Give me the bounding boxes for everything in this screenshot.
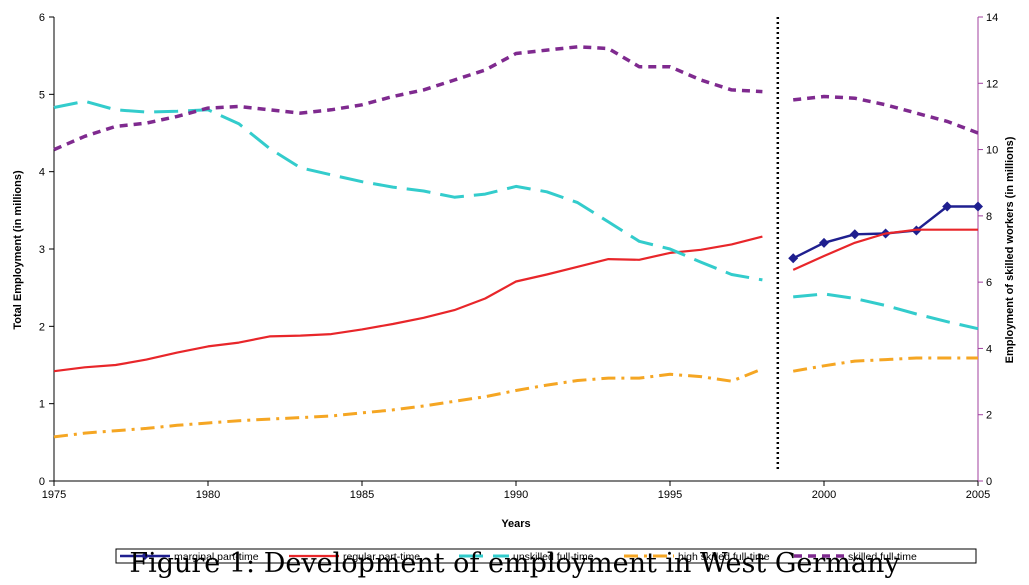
x-tick-label: 2000 xyxy=(812,489,836,501)
legend-label: marginal part-time xyxy=(174,551,259,563)
left-y-tick-label: 6 xyxy=(39,12,45,24)
x-tick-label: 2005 xyxy=(966,489,990,501)
right-y-tick-label: 4 xyxy=(986,343,992,355)
legend: marginal part-time regular part-time unski… xyxy=(115,548,977,564)
left-y-tick-label: 3 xyxy=(39,244,45,256)
data-point-marker xyxy=(849,229,860,240)
legend-label: high skilled full-time xyxy=(678,551,770,563)
x-tick-label: 1995 xyxy=(658,489,682,501)
right-y-tick-label: 8 xyxy=(986,211,992,223)
left-y-tick-label: 4 xyxy=(39,167,45,179)
legend-box xyxy=(115,548,977,564)
x-tick-label: 1980 xyxy=(196,489,220,501)
right-y-tick-label: 12 xyxy=(986,78,998,90)
right-y-tick-label: 10 xyxy=(986,145,998,157)
x-axis-title: Years xyxy=(501,518,530,530)
legend-label: regular part-time xyxy=(343,551,420,563)
right-y-tick-label: 14 xyxy=(986,12,998,24)
series-layer xyxy=(53,45,983,439)
series-line-high-skilled-full-time xyxy=(792,356,978,373)
legend-marker xyxy=(141,552,149,560)
legend-label: skilled full-time xyxy=(848,551,917,563)
right-y-tick-label: 6 xyxy=(986,277,992,289)
left-y-tick-label: 5 xyxy=(39,89,45,101)
left-y-tick-label: 2 xyxy=(39,321,45,333)
ticks-layer: 1975 1980 1985 1990 1995 2000 2005012345602468… xyxy=(39,12,998,501)
data-point-marker xyxy=(788,253,799,264)
series-line-unskilled-full-time xyxy=(53,99,763,282)
series-line-regular-part-time xyxy=(792,228,978,271)
right-axis-title: Employment of skilled workers (in millio… xyxy=(1004,136,1016,363)
left-axis-title: Total Employment (in millions) xyxy=(12,170,24,330)
x-tick-label: 1975 xyxy=(42,489,66,501)
left-y-tick-label: 0 xyxy=(39,476,45,488)
right-y-tick-label: 2 xyxy=(986,410,992,422)
series-line-skilled-full-time xyxy=(793,94,979,135)
series-line-high-skilled-full-time xyxy=(53,367,763,439)
left-y-tick-label: 1 xyxy=(39,399,45,411)
x-tick-label: 1990 xyxy=(504,489,528,501)
x-tick-label: 1985 xyxy=(350,489,374,501)
legend-label: unskilled full-time xyxy=(513,551,594,563)
legend-items: marginal part-time regular part-time unski… xyxy=(120,551,917,563)
right-y-tick-label: 0 xyxy=(986,476,992,488)
data-point-marker xyxy=(973,201,983,212)
data-point-marker xyxy=(942,201,953,212)
series-line-unskilled-full-time xyxy=(793,292,979,331)
data-point-marker xyxy=(819,237,829,248)
series-line-skilled-full-time xyxy=(53,45,763,152)
figure-caption: Figure 1: Development of employment in W… xyxy=(129,548,900,579)
series-line-regular-part-time xyxy=(53,235,763,373)
